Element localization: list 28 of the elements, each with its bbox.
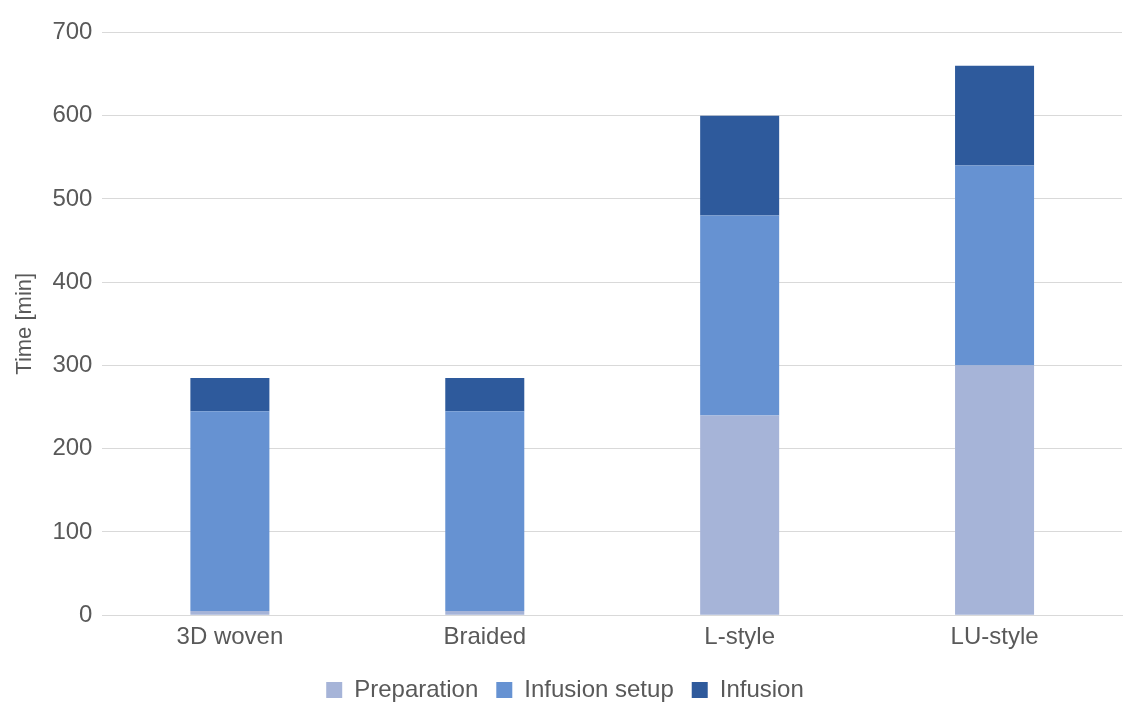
x-tick-label: 3D woven [176,622,284,650]
legend-label: Preparation [354,674,479,702]
bar [445,411,525,612]
bar [700,115,780,216]
legend-label: Infusion [719,674,804,702]
bar [700,415,780,615]
y-tick-label: 300 [52,350,93,378]
bar [955,165,1035,366]
y-tick-label: 500 [52,183,93,211]
bar [190,377,270,412]
y-tick-label: 100 [52,516,93,544]
legend-label: Infusion setup [524,674,674,702]
y-tick-label: 700 [52,17,93,45]
bar [445,377,525,412]
x-tick-label: L-style [704,622,776,650]
bar [445,611,525,615]
bar [190,411,270,612]
bar [190,611,270,615]
y-tick-label: 400 [52,266,93,294]
y-tick-label: 600 [52,100,93,128]
y-tick-label: 200 [52,433,93,461]
x-tick-label: Braided [443,622,527,650]
bar [700,215,780,416]
y-tick-label: 0 [79,599,93,627]
y-axis-title: Time [min] [11,272,37,375]
bar [955,365,1035,615]
x-tick-label: LU-style [950,622,1039,650]
bar [955,65,1035,166]
